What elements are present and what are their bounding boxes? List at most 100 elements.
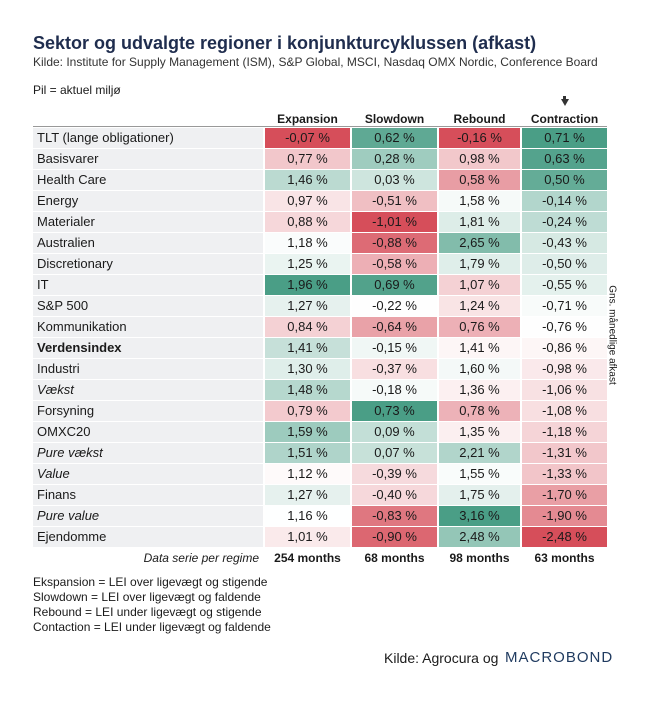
value-cell: 0,63 % [522,149,607,169]
current-arrow-stem [563,96,566,100]
value-cell: 3,16 % [439,506,520,526]
value-cell: 0,78 % [439,401,520,421]
row-label: Pure value [33,506,263,526]
value-cell: -0,16 % [439,128,520,148]
value-cell: 1,16 % [265,506,350,526]
note-line: Slowdown = LEI over ligevægt og faldende [33,590,261,604]
row-label: Basisvarer [33,149,263,169]
value-cell: 1,79 % [439,254,520,274]
value-cell: 0,09 % [352,422,437,442]
value-cell: -2,48 % [522,527,607,547]
value-cell: 0,73 % [352,401,437,421]
value-cell: 1,60 % [439,359,520,379]
value-cell: -1,70 % [522,485,607,505]
value-cell: 1,01 % [265,527,350,547]
column-header: Contraction [530,112,599,126]
row-label: Finans [33,485,263,505]
value-cell: -0,64 % [352,317,437,337]
header-rule [33,126,607,127]
column-header: Expansion [277,112,338,126]
value-cell: 2,21 % [439,443,520,463]
value-cell: 1,41 % [439,338,520,358]
value-cell: -1,01 % [352,212,437,232]
footer-label: Data serie per regime [143,551,259,565]
row-label: Health Care [33,170,263,190]
value-cell: -0,58 % [352,254,437,274]
footer-value: 68 months [364,551,425,565]
value-cell: 1,59 % [265,422,350,442]
column-header: Rebound [453,112,506,126]
value-cell: -1,90 % [522,506,607,526]
footer-value: 63 months [534,551,595,565]
value-cell: 1,96 % [265,275,350,295]
row-label: IT [33,275,263,295]
value-cell: 0,84 % [265,317,350,337]
value-cell: -0,18 % [352,380,437,400]
row-label: Pure vækst [33,443,263,463]
value-cell: -0,37 % [352,359,437,379]
value-cell: -0,90 % [352,527,437,547]
footer-value: 98 months [449,551,510,565]
value-cell: 1,75 % [439,485,520,505]
value-cell: 1,35 % [439,422,520,442]
row-label: Forsyning [33,401,263,421]
value-cell: 0,69 % [352,275,437,295]
value-cell: -0,22 % [352,296,437,316]
value-cell: 1,48 % [265,380,350,400]
value-cell: 1,25 % [265,254,350,274]
row-label: Industri [33,359,263,379]
logo: MACROBOND [505,649,614,666]
column-header: Slowdown [364,112,425,126]
value-cell: 0,79 % [265,401,350,421]
footer-value: 254 months [274,551,341,565]
value-cell: 0,76 % [439,317,520,337]
arrow-note: Pil = aktuel miljø [33,83,121,97]
value-cell: -0,43 % [522,233,607,253]
note-line: Contaction = LEI under ligevægt og falde… [33,620,271,634]
value-cell: 1,36 % [439,380,520,400]
value-cell: 1,12 % [265,464,350,484]
value-cell: 1,27 % [265,296,350,316]
value-cell: 1,55 % [439,464,520,484]
value-cell: 0,77 % [265,149,350,169]
row-label: Materialer [33,212,263,232]
row-label: S&P 500 [33,296,263,316]
row-label: Discretionary [33,254,263,274]
value-cell: 1,24 % [439,296,520,316]
row-label: OMXC20 [33,422,263,442]
row-label: Energy [33,191,263,211]
value-cell: -1,06 % [522,380,607,400]
value-cell: 1,51 % [265,443,350,463]
note-line: Ekspansion = LEI over ligevægt og stigen… [33,575,268,589]
row-label: TLT (lange obligationer) [33,128,263,148]
value-cell: 0,62 % [352,128,437,148]
row-label: Verdensindex [33,338,263,358]
value-cell: 0,97 % [265,191,350,211]
value-cell: -1,33 % [522,464,607,484]
note-line: Rebound = LEI under ligevægt og stigende [33,605,262,619]
side-label: Gns. månedlige afkast [606,285,618,385]
value-cell: -0,07 % [265,128,350,148]
value-cell: 1,07 % [439,275,520,295]
value-cell: 1,81 % [439,212,520,232]
value-cell: 0,98 % [439,149,520,169]
value-cell: -1,31 % [522,443,607,463]
value-cell: -0,24 % [522,212,607,232]
value-cell: 0,71 % [522,128,607,148]
notes: Ekspansion = LEI over ligevægt og stigen… [33,575,271,635]
value-cell: 2,48 % [439,527,520,547]
value-cell: 0,07 % [352,443,437,463]
row-label: Value [33,464,263,484]
title: Sektor og udvalgte regioner i konjunktur… [33,33,537,53]
value-cell: -0,14 % [522,191,607,211]
value-cell: -0,71 % [522,296,607,316]
source-text: Kilde: Agrocura og [384,650,499,666]
value-cell: -0,88 % [352,233,437,253]
value-cell: -0,76 % [522,317,607,337]
value-cell: -0,98 % [522,359,607,379]
value-cell: 1,30 % [265,359,350,379]
value-cell: 0,88 % [265,212,350,232]
row-label: Kommunikation [33,317,263,337]
value-cell: 0,50 % [522,170,607,190]
